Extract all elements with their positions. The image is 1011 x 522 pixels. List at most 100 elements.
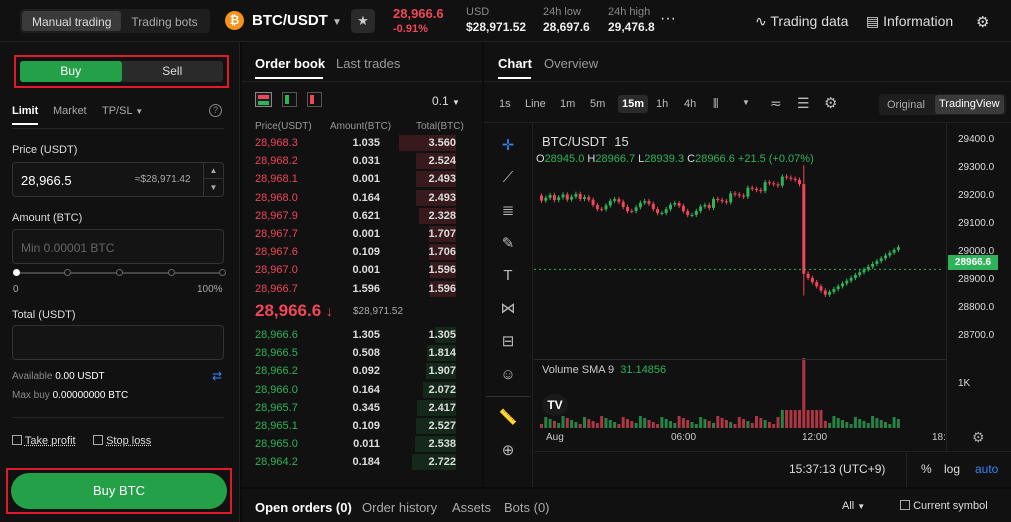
volume-bar — [789, 410, 793, 428]
chevron-down-icon[interactable]: ▼ — [742, 98, 750, 107]
view-asks-icon[interactable] — [307, 92, 322, 107]
tab-order-history[interactable]: Order history — [362, 500, 438, 515]
volume-bar — [810, 410, 814, 428]
candle-body — [875, 261, 879, 264]
mode-manual-trading[interactable]: Manual trading — [22, 11, 122, 31]
ask-row[interactable]: 28,968.3 1.035 3.560 — [242, 134, 470, 152]
slider-handle[interactable] — [13, 269, 20, 276]
view-tradingview[interactable]: TradingView — [935, 95, 1004, 114]
total-input[interactable] — [12, 325, 224, 360]
mode-trading-bots[interactable]: Trading bots — [131, 15, 198, 29]
tab-assets[interactable]: Assets — [452, 500, 492, 515]
tab-bots[interactable]: Bots (0) — [504, 500, 550, 515]
measure-range-icon[interactable]: ⊟ — [501, 333, 515, 350]
ask-row[interactable]: 28,967.9 0.621 2.328 — [242, 207, 470, 225]
divider — [12, 128, 224, 129]
bid-row[interactable]: 28,965.1 0.109 2.527 — [242, 417, 470, 435]
timeframe-5m[interactable]: 5m — [590, 98, 606, 110]
order-type-market[interactable]: Market — [53, 105, 87, 117]
candlestick-chart[interactable] — [534, 123, 944, 443]
current-symbol-checkbox[interactable]: Current symbol — [900, 500, 988, 512]
chart-settings-gear-icon[interactable]: ⚙ — [824, 95, 838, 112]
trendline-icon[interactable]: ⟋ — [502, 169, 514, 186]
percent-scale-toggle[interactable]: % — [921, 462, 932, 476]
bid-row[interactable]: 28,966.0 0.164 2.072 — [242, 381, 470, 399]
tab-last-trades[interactable]: Last trades — [336, 56, 401, 71]
more-icon[interactable]: ··· — [660, 10, 676, 27]
volume-bar — [638, 416, 642, 428]
ask-row[interactable]: 28,968.2 0.031 2.524 — [242, 152, 470, 170]
tradingview-logo[interactable]: TV — [542, 394, 568, 416]
ruler-icon[interactable]: 📏 — [498, 409, 518, 426]
log-scale-toggle[interactable]: log — [944, 462, 961, 476]
price-decrement-icon[interactable]: ▼ — [203, 179, 223, 196]
ask-row[interactable]: 28,967.0 0.001 1.596 — [242, 261, 470, 279]
amount-slider[interactable] — [13, 269, 226, 276]
price-increment-icon[interactable]: ▲ — [203, 163, 223, 179]
tab-chart[interactable]: Chart — [498, 56, 532, 71]
favorite-star-icon[interactable]: ★ — [351, 9, 375, 33]
view-original[interactable]: Original — [887, 99, 925, 111]
ask-row[interactable]: 28,966.7 1.596 1.596 — [242, 280, 470, 298]
view-bids-icon[interactable] — [282, 92, 297, 107]
indicators-icon[interactable]: ≂ — [770, 95, 782, 111]
info-icon[interactable]: ? — [209, 104, 222, 117]
pair-selector[interactable]: BTC/USDT ▼ — [252, 12, 342, 29]
order-type-limit[interactable]: Limit — [12, 105, 39, 125]
list-settings-icon[interactable]: ☰ — [797, 95, 810, 111]
price-input[interactable]: 28,966.5 ≈$28,971.42 ▲ ▼ — [12, 162, 224, 197]
information-link[interactable]: ▤ Information — [866, 13, 953, 30]
tab-overview[interactable]: Overview — [544, 56, 599, 71]
timeframe-1s[interactable]: 1s — [499, 98, 511, 110]
stop-loss-checkbox[interactable]: Stop loss — [93, 435, 151, 447]
bid-row[interactable]: 28,966.2 0.092 1.907 — [242, 362, 470, 380]
bid-row[interactable]: 28,966.5 0.508 1.814 — [242, 344, 470, 362]
ask-row[interactable]: 28,967.6 0.109 1.706 — [242, 243, 470, 261]
trading-data-link[interactable]: ∿ Trading data — [755, 13, 848, 30]
auto-scale-toggle[interactable]: auto — [975, 462, 999, 476]
depth-bar — [415, 418, 456, 434]
depth-bar — [422, 381, 456, 398]
crosshair-icon[interactable]: ✛ — [501, 137, 515, 154]
candle-body — [699, 206, 703, 212]
volume-bar — [729, 422, 733, 428]
bid-row[interactable]: 28,965.7 0.345 2.417 — [242, 399, 470, 417]
tab-order-book[interactable]: Order book — [255, 56, 326, 71]
bid-row[interactable]: 28,966.6 1.305 1.305 — [242, 326, 470, 344]
volume-bar — [699, 417, 703, 428]
zoom-in-icon[interactable]: ⊕ — [501, 442, 515, 459]
bid-row[interactable]: 28,964.2 0.184 2.722 — [242, 453, 470, 471]
buy-tab[interactable]: Buy — [20, 61, 122, 82]
pattern-icon[interactable]: ⋈ — [500, 300, 516, 317]
transfer-icon[interactable]: ⇄ — [212, 369, 223, 383]
timeframe-line[interactable]: Line — [525, 98, 546, 110]
emoji-icon[interactable]: ☺ — [500, 366, 516, 383]
amount-input[interactable]: Min 0.00001 BTC — [12, 229, 224, 264]
ask-row[interactable]: 28,967.7 0.001 1.707 — [242, 225, 470, 243]
precision-select[interactable]: 0.1 ▼ — [432, 94, 460, 108]
view-both-icon[interactable] — [255, 92, 272, 107]
ask-row[interactable]: 28,968.0 0.164 2.493 — [242, 189, 470, 207]
order-type-tpsl[interactable]: TP/SL ▼ — [102, 105, 143, 117]
take-profit-checkbox[interactable]: Take profit — [12, 435, 76, 447]
depth-bar — [425, 363, 456, 380]
filter-select[interactable]: All ▼ — [842, 500, 865, 512]
ask-row[interactable]: 28,968.1 0.001 2.493 — [242, 170, 470, 188]
volume-bar — [634, 423, 638, 428]
filter-value: All — [842, 500, 855, 512]
sell-tab[interactable]: Sell — [162, 64, 183, 78]
bid-row[interactable]: 28,965.0 0.011 2.538 — [242, 435, 470, 453]
buy-btc-button[interactable]: Buy BTC — [11, 473, 227, 509]
brush-icon[interactable]: ✎ — [501, 235, 515, 252]
candle-type-icon[interactable]: ⫴ — [713, 96, 719, 111]
timeframe-15m[interactable]: 15m — [618, 95, 649, 113]
timeframe-1h[interactable]: 1h — [656, 98, 669, 110]
settings-gear-icon[interactable]: ⚙ — [976, 14, 990, 31]
timeframe-4h[interactable]: 4h — [684, 98, 697, 110]
timeframe-1m[interactable]: 1m — [560, 98, 576, 110]
axis-settings-gear-icon[interactable]: ⚙ — [972, 429, 985, 445]
fib-levels-icon[interactable]: ≣ — [501, 202, 515, 219]
volume-bar — [574, 422, 578, 428]
text-tool-icon[interactable]: T — [503, 267, 513, 284]
tab-open-orders[interactable]: Open orders (0) — [255, 500, 352, 515]
